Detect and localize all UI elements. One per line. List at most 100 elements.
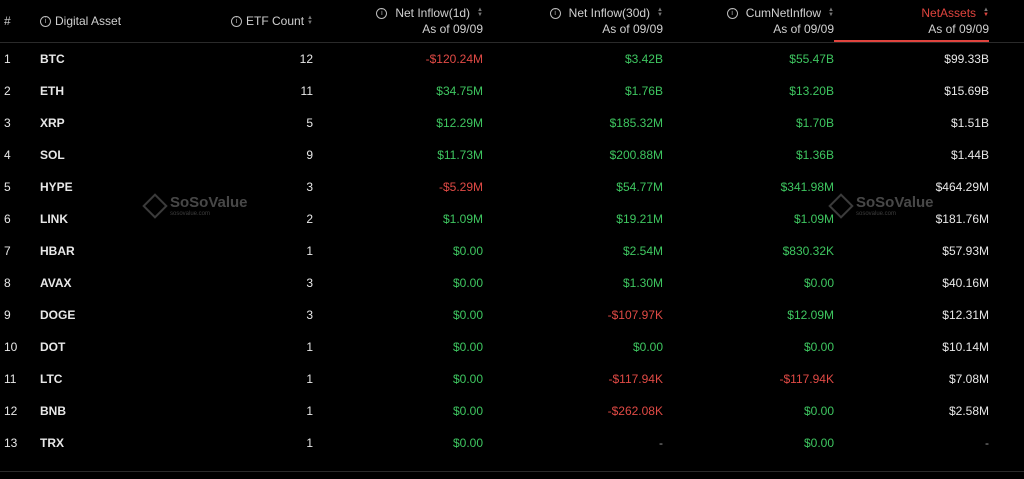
net-inflow-1d: $0.00 — [452, 276, 483, 290]
cum-net-inflow: -$117.94K — [779, 372, 835, 386]
header-as-of: As of 09/09 — [773, 22, 834, 36]
sosovalue-logo-icon — [828, 192, 854, 219]
row-index: 11 — [4, 372, 17, 386]
net-inflow-1d: $1.09M — [442, 212, 483, 226]
etf-count: 1 — [306, 244, 313, 258]
header-net-assets-label: NetAssets — [921, 6, 977, 20]
info-icon[interactable]: i — [231, 15, 243, 27]
sort-icon[interactable]: ▲ ▼ — [477, 7, 483, 18]
header-index: # — [4, 14, 11, 28]
header-net-inflow-30d[interactable]: i Net Inflow(30d) ▲ ▼ As of 09/09 — [490, 0, 663, 42]
net-inflow-30d: $1.30M — [622, 276, 663, 290]
net-assets: $464.29M — [935, 180, 989, 194]
etf-table: # i Digital Asset i ETF Count ▲ ▼ i Net I… — [0, 0, 1024, 459]
net-inflow-30d: $3.42B — [624, 52, 663, 66]
table-row[interactable]: 6 LINK 2 $1.09M $19.21M $1.09M $181.76M — [0, 203, 1024, 235]
table-row[interactable]: 8 AVAX 3 $0.00 $1.30M $0.00 $40.16M — [0, 267, 1024, 299]
row-index: 1 — [4, 52, 11, 66]
asset-symbol: HBAR — [40, 244, 75, 258]
sosovalue-logo-icon — [142, 192, 168, 219]
table-row[interactable]: 3 XRP 5 $12.29M $185.32M $1.70B $1.51B — [0, 107, 1024, 139]
asset-symbol: SOL — [40, 148, 65, 162]
header-etf-count[interactable]: i ETF Count ▲ ▼ — [200, 0, 313, 42]
row-index: 7 — [4, 244, 11, 258]
net-assets: $10.14M — [942, 340, 989, 354]
net-inflow-1d: $11.73M — [437, 148, 483, 162]
info-icon[interactable]: i — [40, 15, 51, 27]
asset-symbol: HYPE — [40, 180, 73, 194]
cum-net-inflow: $1.70B — [795, 116, 834, 130]
etf-count: 3 — [306, 308, 313, 322]
info-icon[interactable]: i — [726, 7, 738, 19]
net-inflow-30d: $185.32M — [609, 116, 663, 130]
asset-symbol: AVAX — [40, 276, 72, 290]
net-inflow-30d: -$107.97K — [607, 308, 663, 322]
header-net-assets[interactable]: NetAssets ▲ ▼ As of 09/09 — [840, 0, 989, 42]
net-assets: $181.76M — [935, 212, 989, 226]
net-inflow-1d: $0.00 — [452, 340, 483, 354]
net-assets: $12.31M — [942, 308, 989, 322]
table-row[interactable]: 12 BNB 1 $0.00 -$262.08K $0.00 $2.58M — [0, 395, 1024, 427]
table-row[interactable]: 4 SOL 9 $11.73M $200.88M $1.36B $1.44B — [0, 139, 1024, 171]
table-row[interactable]: 5 HYPE 3 -$5.29M $54.77M $341.98M $464.29M — [0, 171, 1024, 203]
asset-symbol: LINK — [40, 212, 68, 226]
sort-icon[interactable]: ▲ ▼ — [828, 7, 834, 18]
net-inflow-30d: $1.76B — [624, 84, 663, 98]
net-assets: $1.44B — [950, 148, 989, 162]
table-row[interactable]: 13 TRX 1 $0.00 - $0.00 - — [0, 427, 1024, 459]
sort-icon[interactable]: ▲ ▼ — [307, 15, 313, 26]
header-cum-net-inflow[interactable]: i CumNetInflow ▲ ▼ As of 09/09 — [670, 0, 834, 42]
sosovalue-watermark: SoSoValue sosovalue.com — [142, 192, 248, 219]
table-row[interactable]: 1 BTC 12 -$120.24M $3.42B $55.47B $99.33B — [0, 43, 1024, 75]
cum-net-inflow: $341.98M — [780, 180, 834, 194]
etf-count: 1 — [306, 404, 313, 418]
net-inflow-30d: $19.21M — [616, 212, 663, 226]
net-inflow-1d: $0.00 — [452, 404, 483, 418]
watermark-url: sosovalue.com — [170, 211, 211, 217]
row-index: 4 — [4, 148, 11, 162]
header-digital-asset[interactable]: i Digital Asset — [40, 0, 200, 42]
etf-count: 3 — [306, 180, 313, 194]
header-as-of: As of 09/09 — [928, 22, 989, 36]
net-inflow-1d: -$5.29M — [438, 180, 483, 194]
etf-count: 3 — [306, 276, 313, 290]
header-net-inflow-30d-label: Net Inflow(30d) — [568, 6, 651, 20]
table-row[interactable]: 9 DOGE 3 $0.00 -$107.97K $12.09M $12.31M — [0, 299, 1024, 331]
header-net-inflow-1d[interactable]: i Net Inflow(1d) ▲ ▼ As of 09/09 — [320, 0, 483, 42]
asset-symbol: XRP — [40, 116, 65, 130]
table-row[interactable]: 10 DOT 1 $0.00 $0.00 $0.00 $10.14M — [0, 331, 1024, 363]
cum-net-inflow: $1.09M — [793, 212, 834, 226]
asset-symbol: LTC — [40, 372, 63, 386]
sort-desc-icon[interactable]: ▲ ▼ — [983, 7, 989, 18]
table-row[interactable]: 2 ETH 11 $34.75M $1.76B $13.20B $15.69B — [0, 75, 1024, 107]
etf-count: 2 — [306, 212, 313, 226]
info-icon[interactable]: i — [376, 7, 388, 19]
net-assets: $7.08M — [948, 372, 989, 386]
table-row[interactable]: 7 HBAR 1 $0.00 $2.54M $830.32K $57.93M — [0, 235, 1024, 267]
net-assets: $40.16M — [942, 276, 989, 290]
row-index: 13 — [4, 436, 18, 450]
asset-symbol: ETH — [40, 84, 64, 98]
asset-symbol: DOGE — [40, 308, 76, 322]
asset-symbol: DOT — [40, 340, 66, 354]
etf-count: 11 — [300, 84, 313, 98]
cum-net-inflow: $13.20B — [789, 84, 834, 98]
net-inflow-1d: -$120.24M — [425, 52, 483, 66]
cum-net-inflow: $0.00 — [803, 436, 834, 450]
header-net-inflow-1d-label: Net Inflow(1d) — [395, 6, 471, 20]
watermark-url: sosovalue.com — [856, 211, 897, 217]
table-header: # i Digital Asset i ETF Count ▲ ▼ i Net I… — [0, 0, 1024, 43]
net-inflow-1d: $0.00 — [452, 436, 483, 450]
sosovalue-watermark: SoSoValue sosovalue.com — [828, 192, 934, 219]
net-inflow-1d: $12.29M — [436, 116, 483, 130]
net-inflow-30d: $2.54M — [622, 244, 663, 258]
table-row[interactable]: 11 LTC 1 $0.00 -$117.94K -$117.94K $7.08M — [0, 363, 1024, 395]
watermark-name: SoSoValue — [856, 194, 934, 211]
row-index: 3 — [4, 116, 11, 130]
row-index: 5 — [4, 180, 11, 194]
sort-icon[interactable]: ▲ ▼ — [657, 7, 663, 18]
header-cum-net-inflow-label: CumNetInflow — [745, 6, 822, 20]
cum-net-inflow: $0.00 — [803, 404, 834, 418]
header-as-of: As of 09/09 — [422, 22, 483, 36]
info-icon[interactable]: i — [549, 7, 561, 19]
